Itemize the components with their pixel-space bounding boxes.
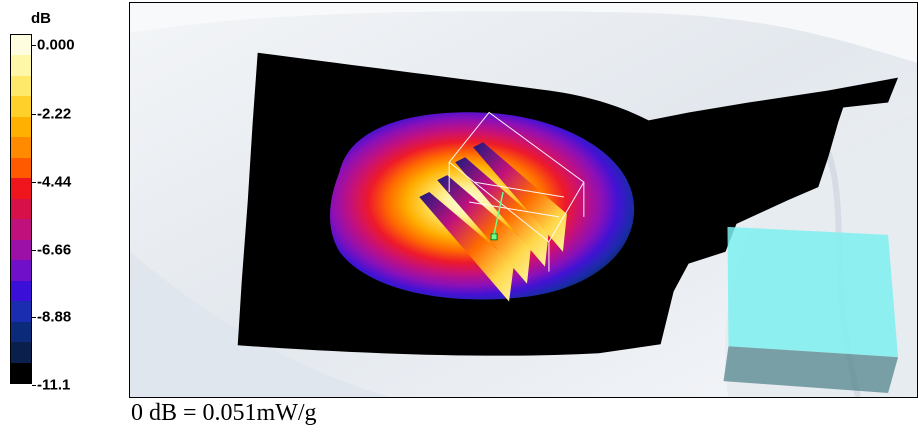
colorbar-band (11, 96, 31, 117)
sar-3d-viewport[interactable] (129, 2, 918, 398)
phantom-shell (130, 3, 917, 63)
zoom-slab (419, 192, 515, 302)
tick-mark (32, 182, 36, 183)
colorbar-band (11, 301, 31, 322)
reference-note: 0 dB = 0.051mW/g (131, 400, 317, 426)
colorbar-band (11, 116, 31, 138)
zoom-slab (437, 175, 531, 284)
cyan-block-shadow (723, 346, 899, 394)
colorbar-band (11, 342, 31, 363)
tick-mark (32, 45, 36, 46)
colorbar-band (11, 157, 31, 179)
legend-unit-label: dB (31, 10, 51, 27)
tick-label-5: -11.1 (37, 376, 71, 394)
colorbar-band (11, 75, 31, 97)
colorbar-band (11, 198, 31, 220)
sar-scene (130, 3, 917, 397)
colorbar-band (11, 35, 31, 56)
cyan-block (727, 226, 899, 358)
tick-mark (32, 385, 36, 386)
colorbar-band (11, 239, 31, 261)
zoom-scan-wireframe (448, 111, 585, 272)
colorbar-band (11, 55, 31, 76)
colorbar-band (11, 137, 31, 158)
probe-marker (490, 233, 498, 241)
tick-mark (32, 250, 36, 251)
colorbar-band (11, 178, 31, 199)
probe-line (493, 191, 504, 234)
tick-label-2: -4.44 (37, 173, 72, 191)
colorbar-band (11, 219, 31, 240)
tick-label-0: 0.000 (37, 36, 75, 54)
color-legend: dB 0.000 -2.22 -4.44 -6.66 -8.88 -11.1 (0, 0, 120, 400)
colorbar-band (11, 260, 31, 281)
colorbar-band (11, 280, 31, 302)
tick-label-3: -6.66 (37, 241, 72, 259)
tick-mark (32, 114, 36, 115)
tick-mark (32, 317, 36, 318)
tick-label-1: -2.22 (37, 105, 72, 123)
zoom-slab (473, 142, 567, 252)
phantom-shell (130, 251, 390, 397)
colorbar-band (11, 362, 31, 383)
zoom-slab (455, 157, 549, 267)
colorbar (10, 34, 32, 384)
tick-label-4: -8.88 (37, 308, 72, 326)
colorbar-band (11, 321, 31, 343)
